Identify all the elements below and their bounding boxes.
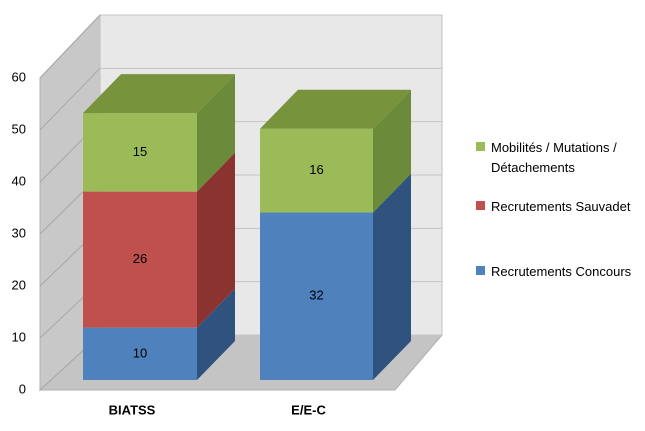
bar-side (197, 288, 235, 380)
legend-label: Mobilités / Mutations / Détachements (491, 140, 617, 175)
legend-item: Recrutements Concours (476, 262, 641, 282)
x-tick-label: BIATSS (109, 402, 156, 417)
bar-segment (83, 327, 197, 380)
legend-label: Recrutements Sauvadet (491, 199, 631, 214)
data-label: 16 (309, 162, 323, 177)
legend-item: Mobilités / Mutations / Détachements (476, 138, 641, 178)
grid-line (39, 67, 101, 131)
legend-swatch (476, 266, 485, 275)
y-tick-label: 10 (12, 329, 26, 344)
bar-side (197, 74, 235, 192)
grid-line (39, 14, 101, 79)
bar-top (260, 89, 411, 129)
x-tick-label: E/E-C (291, 402, 326, 417)
data-label: 15 (133, 144, 147, 159)
bar-segment (83, 191, 197, 328)
legend-swatch (476, 142, 485, 151)
y-tick-label: 60 (12, 69, 26, 84)
legend-label: Recrutements Concours (491, 264, 632, 279)
bar-segment (83, 113, 197, 192)
bar-segment (260, 128, 373, 213)
y-tick-label: 0 (19, 381, 26, 396)
data-label: 10 (133, 345, 147, 360)
y-tick-label: 30 (12, 225, 26, 240)
data-label: 32 (309, 288, 323, 303)
data-label: 26 (133, 251, 147, 266)
bar-side (197, 152, 235, 328)
bar-segment (260, 212, 373, 380)
y-tick-label: 50 (12, 121, 26, 136)
y-tick-label: 40 (12, 173, 26, 188)
bar-top (83, 74, 235, 114)
legend-item: Recrutements Sauvadet (476, 197, 641, 217)
bar-side (373, 89, 411, 213)
legend-swatch (476, 201, 485, 210)
y-tick-label: 20 (12, 277, 26, 292)
bar-side (373, 173, 411, 380)
